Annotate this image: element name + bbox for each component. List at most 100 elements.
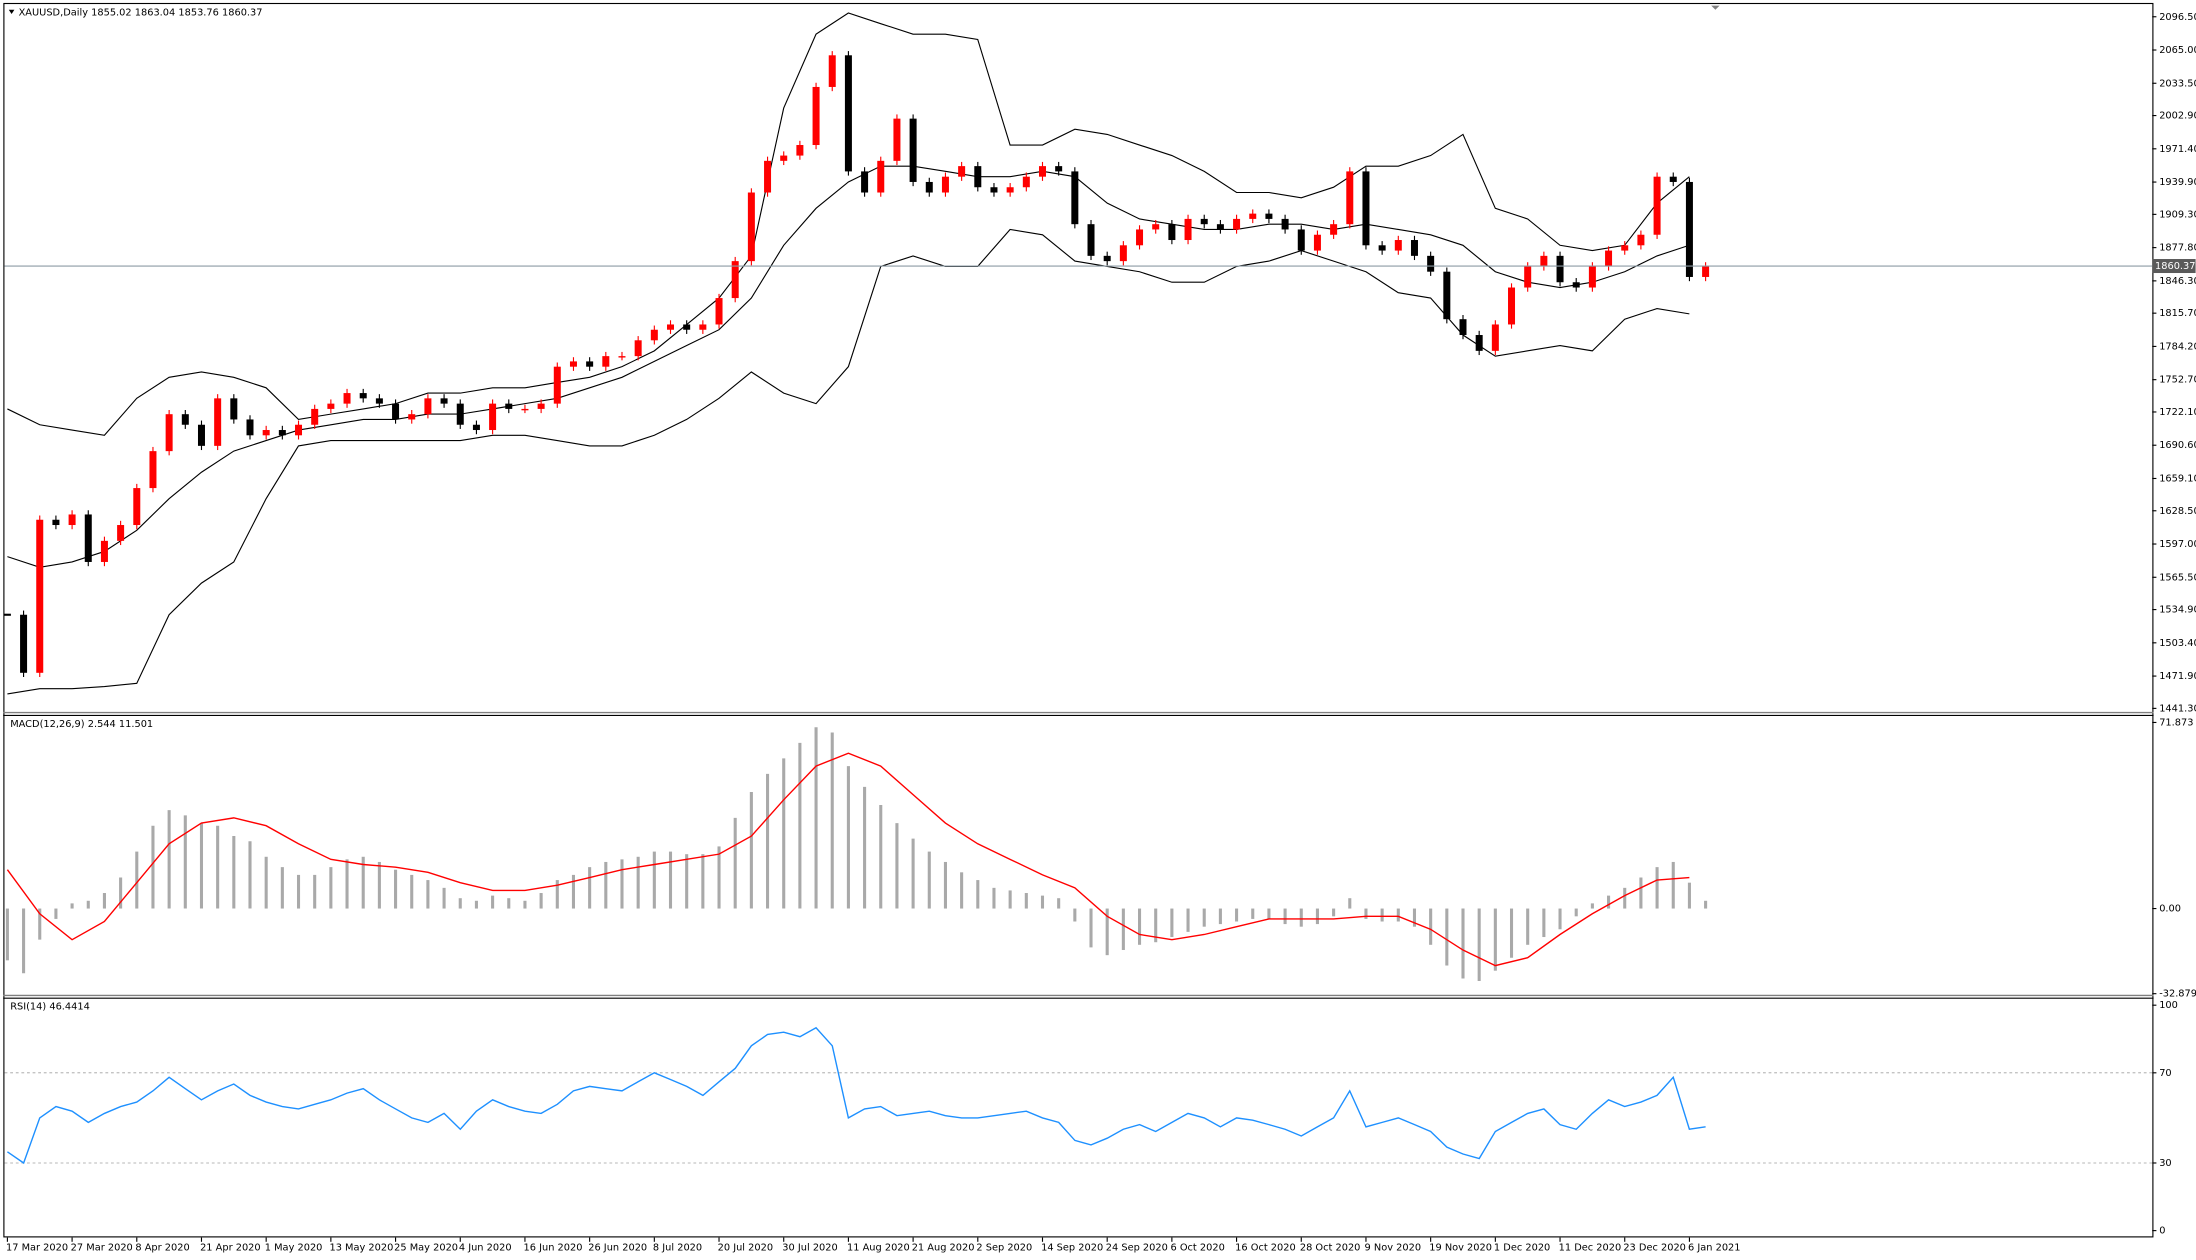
x-tick-label: 1 May 2020 [265,1242,323,1253]
x-tick-label: 4 Jun 2020 [459,1242,512,1253]
x-tick-label: 17 Mar 2020 [6,1242,68,1253]
x-tick-label: 11 Dec 2020 [1559,1242,1622,1253]
candle [812,86,820,146]
candle [667,324,675,330]
y-tick-label: 1877.80 [2159,243,2196,254]
bollinger-upper [7,12,1690,436]
y-tick-label: 1534.90 [2159,605,2196,616]
candle [230,398,238,420]
y-tick-label: 0 [2159,1226,2165,1237]
x-tick-label: 23 Dec 2020 [1623,1242,1686,1253]
y-tick-label: 1690.60 [2159,440,2196,451]
menu-arrow[interactable] [8,9,15,14]
candle [586,361,594,367]
candle [489,403,497,431]
candle [1394,240,1402,251]
candle [1588,266,1596,288]
candle [311,408,319,425]
candle [1152,224,1160,230]
y-tick-label: 1471.90 [2159,671,2196,682]
y-tick-label: 1628.50 [2159,506,2196,517]
candle [893,118,901,161]
candle [246,419,254,436]
candle [1685,181,1693,277]
candle [1038,166,1046,177]
y-tick-label: 1722.10 [2159,407,2196,418]
y-tick-label: 30 [2159,1158,2171,1169]
candle [1427,255,1435,272]
candle [715,298,723,325]
candle [861,171,869,193]
candle [68,514,76,526]
candle [84,514,92,562]
candle [1459,319,1467,336]
candle [909,118,917,182]
candle [165,414,173,452]
x-tick-label: 19 Nov 2020 [1429,1242,1492,1253]
candle [278,430,286,436]
candle [796,145,804,156]
candle [1556,255,1564,283]
y-tick-label: -32.879 [2159,989,2196,1000]
y-tick-label: 2065.00 [2159,45,2196,56]
candle [1346,171,1354,225]
candle [117,525,125,541]
y-tick-label: 70 [2159,1068,2171,1079]
x-tick-label: 8 Jul 2020 [653,1242,702,1253]
candle [52,519,60,526]
y-tick-label: 1503.40 [2159,638,2196,649]
x-tick-label: 27 Mar 2020 [71,1242,133,1253]
y-tick-label: 2096.50 [2159,12,2196,23]
candle [1265,213,1273,219]
candle [392,403,400,420]
candle [424,398,432,415]
rsi-title: RSI(14) 46.4414 [10,1002,90,1013]
candle [375,398,383,404]
y-tick-label: 2033.50 [2159,78,2196,89]
candle [1508,287,1516,325]
candle [197,424,205,446]
candle [343,393,351,404]
signal-line [6,752,1690,967]
x-tick-label: 30 Jul 2020 [782,1242,837,1253]
candle [295,424,303,436]
last-price-box [2152,259,2196,274]
candle [521,408,529,411]
y-tick-label: 1752.70 [2159,375,2196,386]
candle [1540,255,1548,267]
y-tick-label: 2002.90 [2159,111,2196,122]
candle [553,366,561,404]
y-tick-label: 1597.00 [2159,539,2196,550]
candle [1524,266,1532,288]
last-price-label: 1860.37 [2155,261,2196,272]
candle [974,166,982,188]
candle [1249,213,1257,219]
candle [1168,224,1176,241]
candle [1475,335,1483,351]
candle [181,414,189,425]
candle [1313,234,1321,251]
candle [537,403,545,409]
rsi-line [7,1026,1706,1165]
candle [1653,176,1661,235]
candle [1572,282,1580,288]
candle [472,424,480,431]
candle [764,160,772,193]
frame [3,2,2154,1238]
candle [780,155,788,161]
candle [925,181,933,193]
candle [133,488,141,526]
candle [440,398,448,404]
candle [327,403,335,409]
candle [650,329,658,341]
x-tick-label: 16 Oct 2020 [1235,1242,1296,1253]
y-tick-label: 1909.30 [2159,209,2196,220]
x-tick-label: 21 Apr 2020 [200,1242,261,1253]
candle [262,430,270,436]
candle [1281,218,1289,230]
candle [634,340,642,357]
candle [1297,229,1305,251]
x-tick-label: 2 Sep 2020 [976,1242,1032,1253]
